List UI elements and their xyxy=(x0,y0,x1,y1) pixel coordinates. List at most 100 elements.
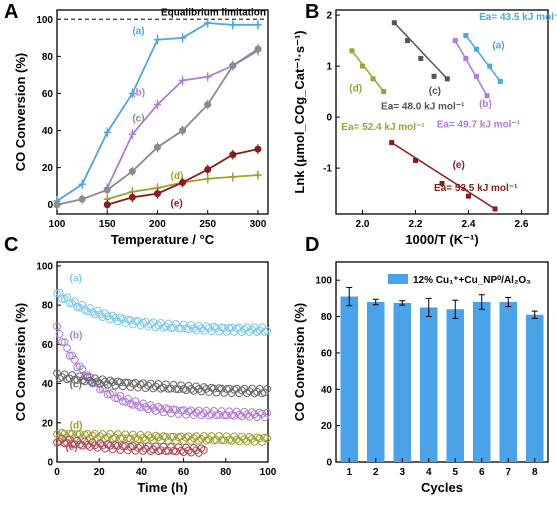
plot-frame xyxy=(335,261,549,463)
data-point xyxy=(222,385,231,393)
data-point xyxy=(129,442,137,450)
series-2: (c) xyxy=(53,369,272,398)
plot-frame xyxy=(56,9,269,215)
series-line xyxy=(56,48,259,206)
series-1: (b) Ea= 49.7 kJ mol⁻¹ xyxy=(437,38,521,130)
data-point xyxy=(164,405,173,414)
data-point xyxy=(215,327,223,336)
data-point xyxy=(192,326,201,335)
data-point xyxy=(381,89,387,95)
data-point xyxy=(106,315,115,324)
data-point xyxy=(154,380,163,388)
bar-group: 3 xyxy=(393,300,411,478)
bar xyxy=(367,302,385,462)
data-point xyxy=(153,36,161,44)
data-point xyxy=(230,412,239,420)
plot-frame xyxy=(56,261,269,463)
data-point xyxy=(108,311,117,320)
data-point xyxy=(263,326,272,335)
data-point xyxy=(229,62,237,70)
series-4: (e) xyxy=(53,434,208,457)
data-point xyxy=(215,384,223,393)
series-label: (d) xyxy=(349,84,362,95)
data-point xyxy=(254,171,262,179)
data-point xyxy=(258,438,266,446)
data-point xyxy=(65,435,74,444)
y-tick-label: 0 xyxy=(326,458,332,469)
data-point xyxy=(161,433,170,441)
data-point xyxy=(121,378,130,387)
data-point xyxy=(106,430,115,438)
bar-group: 4 xyxy=(420,297,438,478)
data-point xyxy=(126,316,135,324)
data-point xyxy=(136,442,145,451)
series-4: (e) Ea= 53.5 kJ mol⁻¹ xyxy=(389,140,518,212)
data-point xyxy=(161,380,170,389)
data-point xyxy=(164,446,173,455)
data-point xyxy=(121,442,130,450)
data-point xyxy=(189,444,198,452)
bar xyxy=(526,314,544,462)
x-tick-label: 2.0 xyxy=(356,219,370,230)
data-point xyxy=(227,436,236,445)
y-tick-label: 20 xyxy=(42,163,54,174)
data-point xyxy=(227,323,236,332)
data-point xyxy=(53,322,61,331)
series-line xyxy=(56,22,258,202)
data-point xyxy=(179,178,187,186)
data-point xyxy=(473,73,479,79)
series-2: (c) Ea= 48.0 kJ mol⁻¹ xyxy=(381,20,465,112)
panel-d: D 0 20 40 60 80 100 Cycles CO Conversion (%) 12% … xyxy=(292,234,549,495)
data-point xyxy=(103,201,111,209)
data-point xyxy=(103,128,111,136)
data-point xyxy=(204,19,212,27)
data-point xyxy=(235,437,244,446)
data-point xyxy=(444,76,450,82)
data-point xyxy=(172,405,180,414)
data-point xyxy=(55,330,64,338)
panel-label-c: C xyxy=(4,234,18,256)
data-point xyxy=(154,402,163,411)
data-point xyxy=(431,73,437,79)
data-point xyxy=(204,165,212,173)
y-tick-label: 40 xyxy=(42,126,54,137)
data-point xyxy=(118,382,127,391)
data-point xyxy=(254,45,262,53)
data-point xyxy=(258,323,266,332)
series-label: (d) xyxy=(171,171,184,182)
data-point xyxy=(237,412,246,421)
panel-label-d: D xyxy=(305,234,319,256)
data-point xyxy=(141,403,150,411)
data-point xyxy=(217,384,226,393)
plot-frame xyxy=(335,9,549,215)
data-point xyxy=(255,384,264,393)
y-tick-label: 80 xyxy=(42,301,54,312)
bar xyxy=(499,302,517,462)
data-point xyxy=(113,441,122,450)
x-tick-label: 20 xyxy=(94,467,106,478)
series-label: (b) xyxy=(479,99,492,110)
data-point xyxy=(144,405,153,414)
data-point xyxy=(161,447,170,455)
data-point xyxy=(68,371,77,380)
data-point xyxy=(248,408,256,417)
data-point xyxy=(212,388,221,397)
data-point xyxy=(204,101,212,109)
series-label: (c) xyxy=(70,379,82,390)
data-point xyxy=(65,299,74,308)
data-point xyxy=(141,384,150,392)
data-point xyxy=(260,433,269,442)
series-0: (a) Ea= 43.5 kJ mol⁻¹ xyxy=(463,12,557,84)
y-tick-label: 40 xyxy=(321,385,333,396)
y-axis-title: CO Conversion (%) xyxy=(292,303,307,421)
data-point xyxy=(128,89,136,97)
data-point xyxy=(253,328,261,336)
data-point xyxy=(187,437,196,445)
data-point xyxy=(179,320,188,329)
series-label: (e) xyxy=(453,160,465,171)
y-tick-label: 100 xyxy=(36,15,53,26)
series-0: (a) xyxy=(53,274,272,337)
data-point xyxy=(103,186,111,194)
x-tick-label: 0 xyxy=(54,467,60,478)
